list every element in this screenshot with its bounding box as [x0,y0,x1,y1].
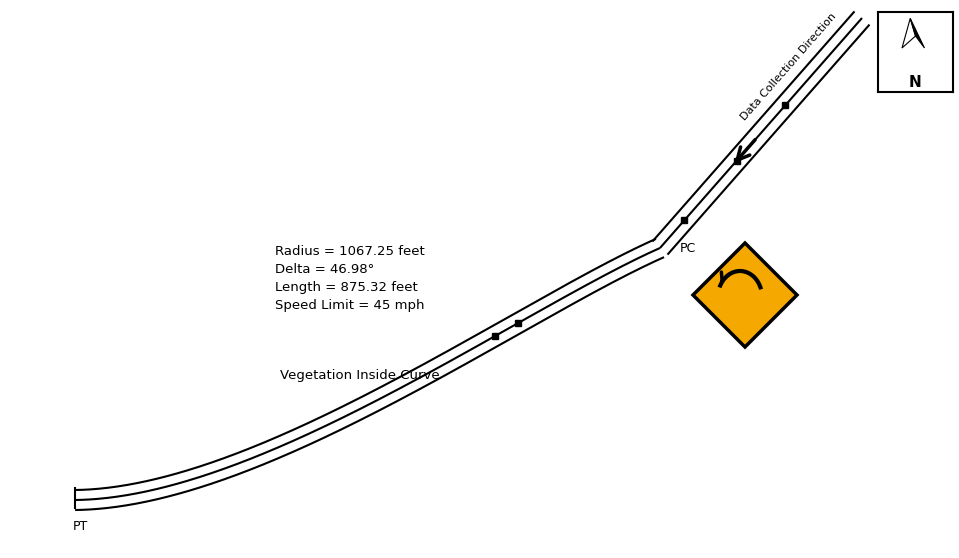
Text: Radius = 1067.25 feet: Radius = 1067.25 feet [275,245,425,258]
Text: Data Collection Direction: Data Collection Direction [738,12,838,123]
Polygon shape [910,18,924,48]
Text: Delta = 46.98°: Delta = 46.98° [275,263,374,276]
Text: Length = 875.32 feet: Length = 875.32 feet [275,281,418,294]
Text: PC: PC [680,242,696,254]
Polygon shape [693,243,797,347]
Text: N: N [909,75,922,90]
Text: Vegetation Inside Curve: Vegetation Inside Curve [280,368,439,382]
Polygon shape [902,18,916,48]
Text: Speed Limit = 45 mph: Speed Limit = 45 mph [275,299,425,312]
Text: PT: PT [72,520,87,533]
